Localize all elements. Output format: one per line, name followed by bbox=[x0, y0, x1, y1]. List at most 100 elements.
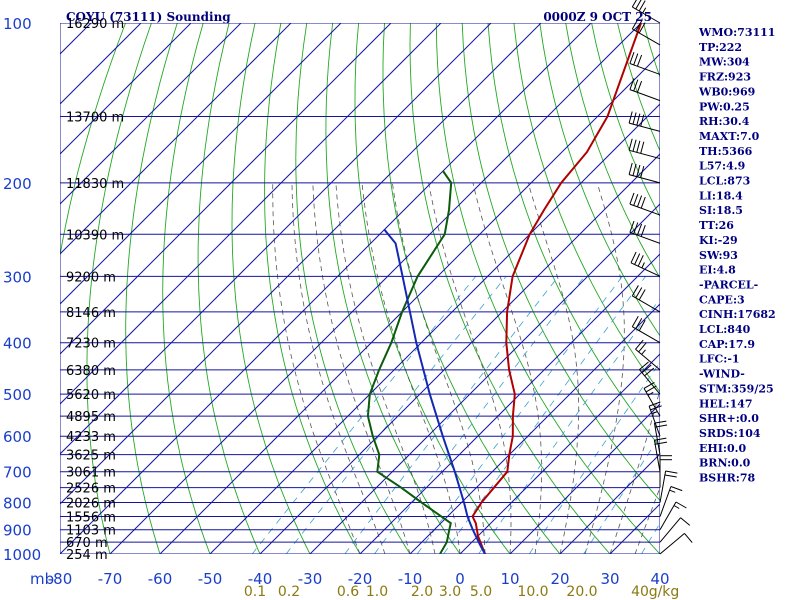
wind-barb bbox=[628, 162, 661, 184]
wind-barb-feather bbox=[636, 140, 641, 153]
height-label: 4895 m bbox=[66, 410, 116, 425]
wind-barb-staff bbox=[659, 501, 677, 530]
wind-barb bbox=[659, 470, 678, 503]
wind-barb-feather bbox=[654, 437, 667, 441]
wind-barb-feather bbox=[633, 194, 639, 206]
wind-barb-staff bbox=[628, 122, 661, 132]
temperature-tick-label: 30 bbox=[600, 570, 619, 588]
isotherm-line bbox=[60, 23, 542, 505]
wind-barb-feather bbox=[631, 285, 639, 297]
wind-barb-feather bbox=[635, 287, 643, 299]
wind-barb-staff bbox=[632, 6, 661, 24]
dry-adiabat-line bbox=[461, 23, 660, 502]
height-label: 6380 m bbox=[66, 364, 116, 379]
wind-barb-feather bbox=[636, 223, 643, 236]
wind-barb-feather bbox=[629, 52, 635, 64]
wind-barb-staff bbox=[632, 28, 661, 46]
wind-barb-feather bbox=[631, 18, 639, 30]
wind-barb-feather bbox=[633, 222, 639, 234]
wind-barb bbox=[629, 78, 661, 102]
height-label: 8146 m bbox=[66, 306, 116, 321]
height-label: 9200 m bbox=[66, 270, 116, 285]
wind-barb-feather bbox=[635, 20, 643, 32]
index-line: SHR+:0.0 bbox=[699, 412, 759, 425]
mixing-ratio-label: 0.1 bbox=[244, 584, 266, 600]
temperature-tick-label: 10 bbox=[500, 570, 519, 588]
wind-barb-feather bbox=[635, 318, 643, 329]
index-line: L57:4.9 bbox=[699, 160, 745, 173]
height-label: 2026 m bbox=[66, 497, 116, 512]
wind-barb-feather bbox=[680, 517, 691, 526]
index-line: CINH:17682 bbox=[699, 308, 776, 321]
wind-barb-feather bbox=[643, 381, 655, 389]
height-label: 3625 m bbox=[66, 449, 116, 464]
wind-barb-feather bbox=[636, 80, 643, 93]
index-line: PW:0.25 bbox=[699, 100, 750, 113]
wind-barb-staff bbox=[630, 262, 661, 277]
temperature-tick-label: -50 bbox=[198, 570, 223, 588]
wind-barb-staff bbox=[629, 89, 661, 102]
temperature-tick-label: -80 bbox=[48, 570, 73, 588]
index-line: LCL:873 bbox=[699, 175, 750, 188]
wind-barb-half-feather bbox=[642, 7, 647, 14]
height-label: 13700 m bbox=[66, 111, 124, 126]
temperature-line bbox=[471, 23, 642, 554]
index-line: TT:26 bbox=[699, 219, 734, 232]
wind-barb-feather bbox=[664, 474, 677, 478]
wind-barb-staff bbox=[632, 326, 661, 344]
wind-barb-feather bbox=[636, 113, 641, 126]
index-line: WMO:73111 bbox=[698, 26, 775, 39]
dry-adiabat-line bbox=[264, 23, 361, 554]
temperature-tick-label: -30 bbox=[298, 570, 323, 588]
wind-barb-feather bbox=[638, 289, 646, 301]
wind-barb-feather bbox=[635, 0, 642, 10]
index-line: KI:-29 bbox=[699, 234, 738, 247]
wind-barb-feather bbox=[631, 316, 639, 327]
index-line: BSHR:78 bbox=[699, 472, 755, 485]
pressure-tick-label: 800 bbox=[3, 495, 32, 513]
mixing-ratio-label: 10.0 bbox=[517, 584, 548, 600]
wind-barb bbox=[659, 517, 691, 543]
mixing-ratio-label: 0.6 bbox=[337, 584, 359, 600]
wind-barb-staff bbox=[659, 486, 672, 517]
wind-barb-feather bbox=[638, 320, 646, 331]
chart-series bbox=[366, 23, 642, 554]
wind-barb bbox=[659, 501, 687, 530]
wind-barb bbox=[631, 316, 661, 344]
wind-barb bbox=[659, 486, 683, 517]
pressure-tick-label: 400 bbox=[3, 335, 32, 353]
index-line: FRZ:923 bbox=[699, 71, 751, 84]
wind-barb-feather bbox=[640, 196, 646, 209]
wind-barb-feather bbox=[655, 424, 668, 428]
wind-barb-feather bbox=[636, 54, 643, 67]
index-line: CAPE:3 bbox=[699, 293, 745, 306]
isotherm-line bbox=[60, 23, 392, 355]
isotherm-line bbox=[60, 23, 592, 554]
height-label: 1556 m bbox=[66, 511, 116, 526]
wind-barb-feather bbox=[628, 111, 633, 124]
mixing-ratio-label: 2.0 bbox=[411, 584, 433, 600]
wind-barb-staff bbox=[659, 533, 685, 555]
mixing-ratio-label: 1.0 bbox=[366, 584, 388, 600]
index-line: SW:93 bbox=[699, 249, 738, 262]
wind-barb-feather bbox=[634, 253, 641, 265]
pressure-tick-label: 900 bbox=[3, 522, 32, 540]
wind-barb bbox=[635, 339, 661, 371]
isotherm-line bbox=[259, 153, 660, 554]
wind-barb-feather bbox=[684, 533, 693, 543]
index-line: EI:4.8 bbox=[699, 264, 736, 277]
height-label: 5620 m bbox=[66, 388, 116, 403]
chart-datetime: 0000Z 9 OCT 25 bbox=[543, 10, 652, 24]
wind-barb-feather bbox=[635, 339, 644, 350]
chart-grid bbox=[60, 23, 660, 554]
dewpoint-line bbox=[366, 170, 453, 554]
wind-barb-half-feather bbox=[669, 489, 676, 493]
wind-barb-staff bbox=[629, 63, 661, 75]
wind-barb bbox=[631, 0, 661, 24]
index-line: LFC:-1 bbox=[699, 353, 740, 366]
wind-barb-feather bbox=[637, 255, 644, 267]
mixing-ratio-line bbox=[443, 276, 646, 554]
height-label: 1103 m bbox=[66, 524, 116, 539]
pressure-tick-label: 700 bbox=[3, 464, 32, 482]
